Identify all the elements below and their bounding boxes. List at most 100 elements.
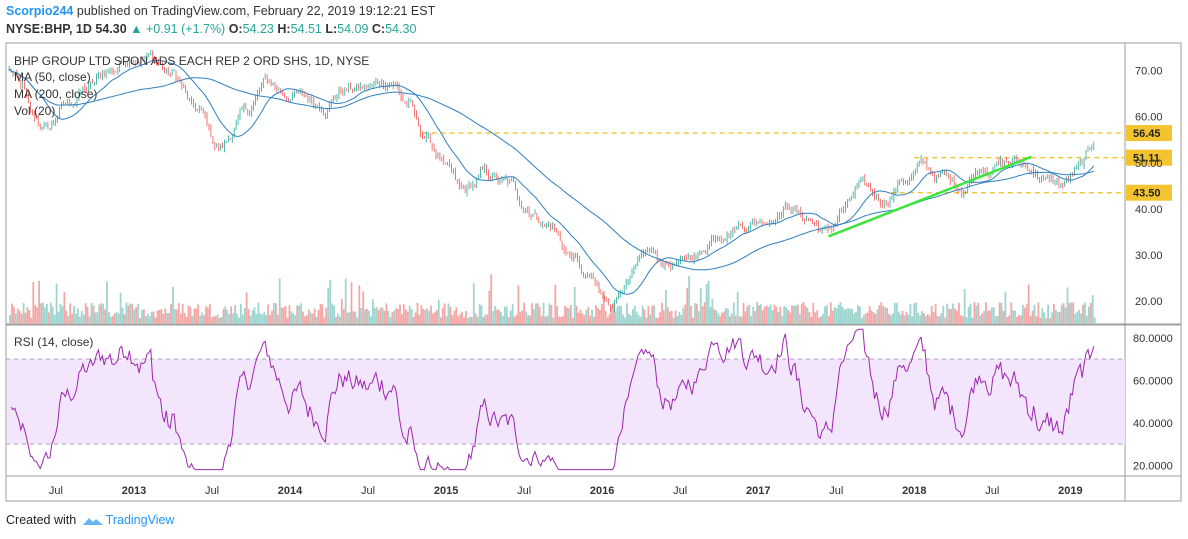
volume-bar: [139, 318, 141, 324]
volume-bar: [137, 303, 139, 324]
volume-bar: [166, 313, 169, 324]
volume-bar: [670, 311, 673, 324]
volume-bar: [453, 310, 456, 324]
volume-bar: [375, 307, 378, 324]
volume-bar: [967, 306, 970, 324]
author-link[interactable]: Scorpio244: [6, 4, 74, 18]
volume-bar: [30, 317, 33, 324]
price-series: [8, 49, 1095, 313]
volume-bar: [509, 310, 512, 324]
volume-bar: [463, 317, 465, 324]
volume-bar: [597, 307, 599, 324]
volume-bar: [845, 309, 848, 324]
volume-bar: [1008, 315, 1011, 324]
price-tick: 20.00: [1135, 296, 1163, 308]
price-pane[interactable]: [5, 42, 1126, 325]
volume-bar: [432, 313, 434, 324]
volume-bar: [855, 312, 857, 324]
volume-bar: [958, 302, 960, 324]
volume-bar: [921, 311, 923, 324]
volume-bar: [806, 307, 809, 324]
volume-bar: [630, 315, 632, 324]
volume-bar: [98, 304, 101, 324]
volume-bar: [602, 291, 605, 324]
volume-bar: [290, 311, 293, 324]
volume-bar: [672, 317, 675, 324]
volume-bar: [816, 310, 819, 324]
volume-bar: [795, 305, 797, 324]
volume-bar: [47, 312, 50, 324]
volume-bar: [870, 310, 873, 324]
volume-bar: [517, 285, 520, 324]
volume-bar: [370, 316, 372, 324]
volume-bar: [387, 311, 390, 324]
volume-bar: [893, 302, 896, 324]
volume-bar: [498, 309, 500, 324]
volume-bar: [502, 316, 504, 324]
volume-bar: [752, 306, 755, 324]
ma50-line[interactable]: [8, 59, 1095, 295]
volume-bar: [513, 316, 516, 324]
volume-bar: [406, 311, 409, 324]
level-label: 51.11: [1133, 153, 1160, 165]
volume-bar: [595, 305, 597, 324]
volume-bar: [195, 308, 198, 324]
volume-bar: [226, 310, 229, 324]
volume-bar: [767, 306, 770, 324]
footer-brand[interactable]: TradingView: [105, 513, 175, 527]
volume-bar: [698, 311, 700, 324]
volume-bar: [412, 316, 415, 324]
volume-bar: [599, 309, 601, 324]
volume-bar: [59, 303, 62, 324]
volume-bar: [913, 303, 916, 324]
volume-bar: [94, 312, 97, 324]
volume-bar: [245, 292, 248, 324]
volume-bar: [618, 305, 621, 324]
legend-ma50: MA (50, close): [14, 70, 91, 84]
volume-bar: [736, 291, 739, 324]
volume-bar: [536, 303, 539, 324]
volume-bar: [205, 306, 207, 324]
volume-bar: [129, 303, 132, 324]
footer: Created with TradingView: [6, 513, 174, 527]
rsi-series: [6, 328, 1125, 471]
volume-bar: [878, 305, 881, 324]
volume-bar: [259, 313, 262, 324]
volume-bar: [340, 298, 343, 324]
volume-bar: [391, 312, 394, 324]
volume-bar: [321, 304, 324, 324]
volume-bar: [40, 303, 42, 324]
volume-bar: [1049, 317, 1051, 324]
volume-bar: [684, 304, 687, 324]
volume-bar: [210, 317, 213, 324]
volume-bar: [465, 311, 467, 324]
volume-bar: [11, 303, 13, 324]
tradingview-logo-icon: [82, 517, 103, 525]
volume-bar: [837, 304, 840, 324]
volume-bar: [826, 305, 828, 324]
volume-bar: [278, 278, 281, 324]
volume-bar: [288, 305, 291, 324]
volume-bar: [13, 306, 15, 324]
trend-line[interactable]: [828, 155, 1032, 238]
volume-bar: [773, 304, 776, 324]
volume-bar: [292, 313, 295, 324]
volume-bar: [729, 316, 731, 324]
volume-bar: [989, 310, 991, 324]
rsi-line[interactable]: [10, 328, 1095, 471]
volume-bar: [954, 308, 956, 324]
volume-bar: [701, 306, 704, 324]
volume-bar: [154, 317, 157, 324]
volume-bar: [100, 303, 103, 324]
volume-bar: [113, 313, 116, 324]
volume-bar: [1062, 303, 1065, 324]
volume-bar: [763, 306, 766, 324]
volume-bar: [1041, 308, 1044, 324]
volume-bar: [79, 316, 81, 324]
price-axis[interactable]: [1124, 42, 1182, 325]
time-axis[interactable]: [5, 475, 1126, 502]
rsi-axis[interactable]: [1124, 324, 1182, 477]
volume-bar: [32, 281, 35, 324]
volume-bar: [699, 288, 702, 324]
